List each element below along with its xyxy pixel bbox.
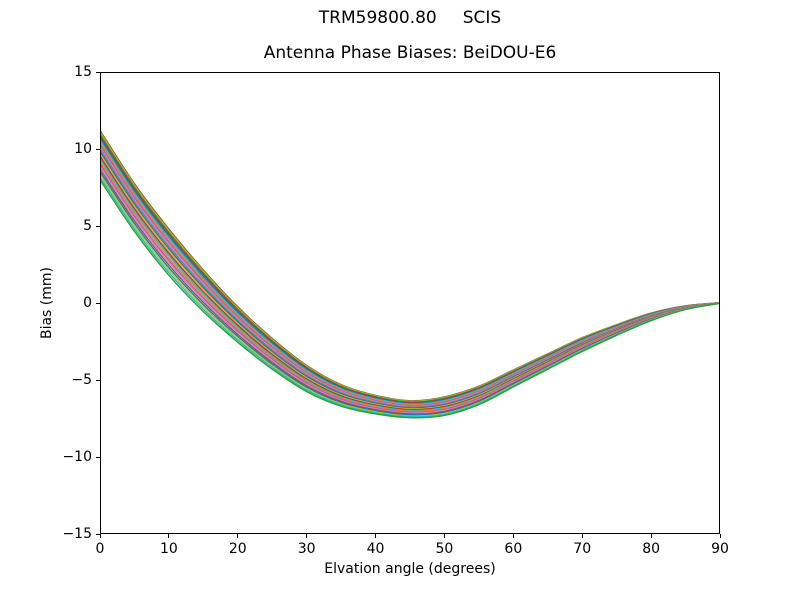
y-tick-label: −5: [71, 372, 92, 388]
x-tick-mark: [512, 534, 514, 538]
x-tick-label: 80: [642, 541, 661, 557]
x-tick-mark: [581, 534, 583, 538]
y-tick-mark: [96, 456, 100, 458]
x-tick-mark: [375, 534, 377, 538]
axes-frame: [100, 72, 720, 534]
axes-title: Antenna Phase Biases: BeiDOU-E6: [263, 43, 557, 63]
bias-curve-line-16: [100, 163, 720, 413]
y-tick-label: −10: [62, 449, 92, 465]
y-tick-mark: [96, 71, 100, 73]
bias-curve-line-22: [100, 179, 720, 419]
x-tick-mark: [719, 534, 721, 538]
y-tick-mark: [96, 302, 100, 304]
y-tick-label: 15: [74, 64, 92, 80]
y-tick-label: 5: [83, 218, 92, 234]
x-tick-mark: [168, 534, 170, 538]
x-tick-label: 30: [297, 541, 316, 557]
figure-title: TRM59800.80 SCIS: [100, 8, 720, 28]
station-code: SCIS: [462, 8, 502, 28]
x-tick-label: 90: [711, 541, 729, 557]
y-tick-mark: [96, 533, 100, 535]
x-tick-label: 50: [435, 541, 454, 557]
x-tick-label: 40: [366, 541, 385, 557]
x-tick-label: 20: [228, 541, 247, 557]
x-tick-label: 70: [573, 541, 592, 557]
y-tick-mark: [96, 225, 100, 227]
bias-curve-line-17: [100, 165, 720, 414]
x-tick-mark: [650, 534, 652, 538]
phase-bias-curves: [100, 72, 720, 534]
y-tick-label: −15: [62, 526, 92, 542]
bias-curve-line-20: [100, 174, 720, 417]
y-tick-label: 10: [74, 141, 92, 157]
y-tick-label: 0: [83, 295, 92, 311]
x-tick-mark: [99, 534, 101, 538]
x-tick-label: 10: [159, 541, 178, 557]
bias-curve-line-18: [100, 168, 720, 415]
x-axis-label: Elvation angle (degrees): [324, 561, 496, 577]
x-tick-label: 0: [95, 541, 105, 557]
x-tick-mark: [443, 534, 445, 538]
antenna-model: TRM59800.80: [318, 8, 437, 28]
x-tick-mark: [237, 534, 239, 538]
y-tick-mark: [96, 148, 100, 150]
bias-curve-line-19: [100, 171, 720, 416]
x-tick-label: 60: [504, 541, 523, 557]
plot-area: [100, 72, 720, 534]
x-tick-mark: [306, 534, 308, 538]
y-tick-mark: [96, 379, 100, 381]
